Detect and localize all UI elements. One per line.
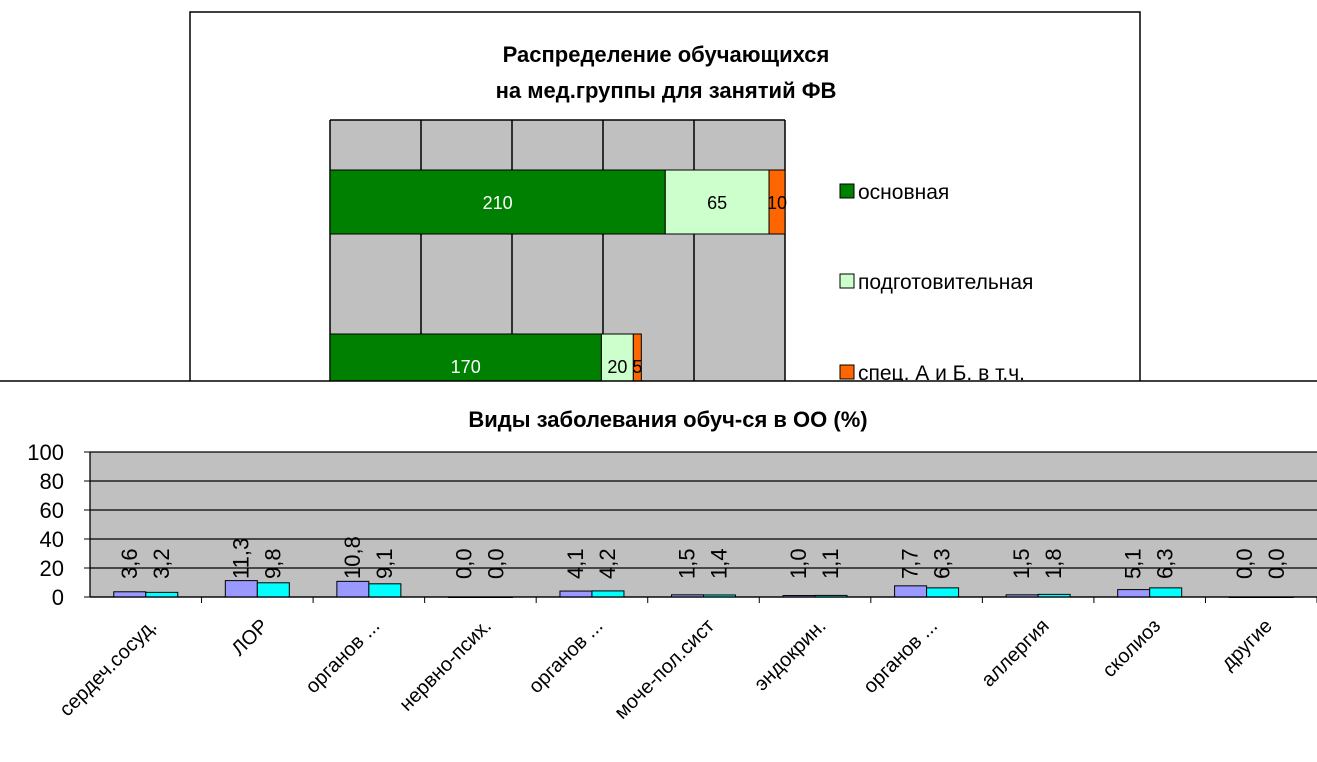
legend-swatch bbox=[839, 364, 855, 380]
top-bar-data-label: 170 bbox=[451, 357, 481, 377]
bottom-bar-data-label: 4,1 bbox=[563, 548, 588, 579]
top-chart-title-line-1: Распределение обучающихся bbox=[503, 42, 830, 67]
bottom-bar-data-label: 1,1 bbox=[818, 548, 843, 579]
y-tick-label: 20 bbox=[40, 556, 64, 581]
bottom-bar bbox=[224, 580, 258, 598]
legend-swatch bbox=[839, 273, 855, 289]
legend-swatch bbox=[839, 183, 855, 199]
bottom-bar bbox=[591, 590, 625, 598]
top-chart-title-line-2: на мед.группы для занятий ФВ bbox=[496, 78, 837, 103]
bottom-bar bbox=[113, 591, 147, 598]
bottom-bar-data-label: 3,6 bbox=[117, 548, 142, 579]
bottom-bar-data-label: 1,0 bbox=[786, 548, 811, 579]
bottom-bar-data-label: 0,0 bbox=[483, 548, 508, 579]
y-tick-label: 0 bbox=[52, 585, 64, 610]
bottom-bar bbox=[1149, 587, 1183, 598]
bottom-bar-data-label: 0,0 bbox=[1264, 548, 1289, 579]
bottom-bar-data-label: 1,5 bbox=[675, 548, 700, 579]
legend-label: основная bbox=[858, 181, 949, 204]
bottom-bar-data-label: 1,5 bbox=[1009, 548, 1034, 579]
bottom-bar-data-label: 11,3 bbox=[228, 538, 253, 579]
legend-label: подготовительная bbox=[858, 271, 1033, 294]
bottom-bar-data-label: 6,3 bbox=[930, 548, 955, 579]
top-bar-data-label: 210 bbox=[483, 193, 513, 213]
top-chart-legend: основная подготовительная спец. А и Б. в т… bbox=[839, 181, 1033, 385]
bottom-bar-data-label: 10,8 bbox=[340, 536, 365, 579]
bottom-bar bbox=[368, 583, 402, 598]
bottom-bar-data-label: 0,0 bbox=[451, 548, 476, 579]
bottom-bar-data-label: 3,2 bbox=[149, 548, 174, 579]
top-bar-data-label: 10 bbox=[767, 193, 787, 213]
top-chart-plot: 210 65 10 170 20 5 bbox=[329, 119, 787, 399]
bottom-bar-data-label: 1,8 bbox=[1041, 548, 1066, 579]
y-tick-label: 80 bbox=[40, 469, 64, 494]
bottom-bar-data-label: 0,0 bbox=[1232, 548, 1257, 579]
bottom-bar bbox=[145, 591, 179, 598]
top-bar-segment bbox=[329, 169, 666, 235]
bottom-bar-data-label: 1,4 bbox=[707, 548, 732, 579]
bottom-bar bbox=[336, 580, 370, 598]
top-bar-data-label: 5 bbox=[632, 357, 642, 377]
bottom-bar bbox=[894, 585, 928, 598]
top-bar-data-label: 20 bbox=[607, 357, 627, 377]
bottom-bar bbox=[926, 587, 960, 598]
bottom-bar-data-label: 5,1 bbox=[1121, 548, 1146, 579]
bottom-bar bbox=[256, 582, 290, 598]
top-bar-segment bbox=[664, 169, 770, 235]
bottom-plot-area bbox=[90, 452, 1317, 597]
top-bar-data-label: 65 bbox=[707, 193, 727, 213]
bottom-bar-data-label: 9,8 bbox=[260, 548, 285, 579]
bottom-bar bbox=[1117, 589, 1151, 598]
bottom-bar-data-label: 7,7 bbox=[898, 548, 923, 579]
top-bar-segment bbox=[768, 169, 786, 235]
legend-label: спец. А и Б. в т.ч. bbox=[858, 362, 1025, 385]
y-tick-label: 60 bbox=[40, 498, 64, 523]
bottom-bar bbox=[559, 590, 593, 598]
bottom-chart-title: Виды заболевания обуч-ся в ОО (%) bbox=[468, 407, 867, 432]
bottom-bar-data-label: 9,1 bbox=[372, 548, 397, 579]
bottom-bar-data-label: 6,3 bbox=[1153, 548, 1178, 579]
y-tick-label: 40 bbox=[40, 527, 64, 552]
y-tick-label: 100 bbox=[27, 440, 64, 465]
bottom-bar-data-label: 4,2 bbox=[595, 548, 620, 579]
